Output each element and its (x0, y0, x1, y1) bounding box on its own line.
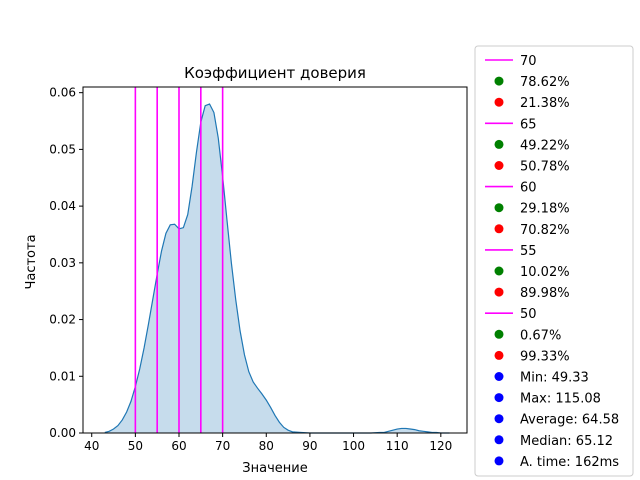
legend-label: A. time: 162ms (520, 455, 619, 470)
chart-title: Коэффициент доверия (184, 64, 366, 82)
legend-dot-marker (494, 456, 504, 466)
legend-dot-marker (494, 393, 504, 403)
x-tick-label: 40 (84, 439, 99, 453)
x-tick-label: 60 (171, 439, 186, 453)
legend-dot-marker (494, 266, 504, 276)
legend-dot-marker (494, 224, 504, 234)
legend-label: 99.33% (520, 349, 570, 364)
legend-dot-marker (494, 414, 504, 424)
y-tick-label: 0.02 (49, 313, 76, 327)
plot-area: 40 50 60 70 80 90 100 110 120 0.00 0.01 0.02 0.03 0.0… (49, 86, 468, 453)
x-tick-label: 120 (429, 439, 452, 453)
legend-dot-marker (494, 372, 504, 381)
x-tick-label: 70 (215, 439, 230, 453)
legend-dot-marker (494, 76, 504, 86)
legend-label: Min: 49.33 (520, 371, 589, 386)
legend-dot-marker (494, 161, 504, 170)
legend-box (474, 45, 634, 477)
y-tick-label: 0.03 (49, 256, 76, 270)
legend-label: 0.67% (520, 328, 561, 343)
y-tick-label: 0.01 (49, 369, 76, 383)
y-tick-label: 0.06 (49, 86, 76, 100)
legend: 70 78.62% 21.38% 65 49.22% 50.78% 60 29.18% 70.8… (474, 45, 634, 477)
x-axis-label: Значение (242, 461, 307, 476)
legend-dot-marker (494, 329, 504, 339)
legend-label: Median: 65.12 (520, 434, 613, 449)
x-tick-label: 50 (128, 439, 143, 453)
plot-frame (82, 86, 468, 434)
legend-label: 10.02% (520, 265, 570, 280)
legend-dot-marker (494, 203, 504, 213)
legend-dot-marker (494, 287, 504, 297)
legend-label: 50 (520, 307, 537, 322)
y-tick-label: 0.04 (49, 199, 76, 213)
legend-label: 49.22% (520, 138, 570, 153)
legend-label: Average: 64.58 (520, 413, 619, 428)
legend-label: 78.62% (520, 75, 570, 90)
legend-dot-marker (494, 435, 504, 445)
legend-label: Max: 115.08 (520, 392, 601, 407)
legend-label: 89.98% (520, 286, 570, 301)
legend-label: 21.38% (520, 96, 570, 111)
y-tick-label: 0.05 (49, 142, 76, 156)
legend-label: 70.82% (520, 223, 570, 238)
legend-label: 50.78% (520, 160, 570, 175)
y-tick-label: 0.00 (49, 426, 76, 440)
x-tick-label: 80 (259, 439, 274, 453)
y-axis-label: Частота (24, 234, 39, 289)
legend-label: 55 (520, 244, 537, 259)
legend-label: 70 (520, 54, 537, 69)
legend-label: 60 (520, 181, 537, 196)
legend-label: 29.18% (520, 202, 570, 217)
legend-label: 65 (520, 117, 537, 132)
legend-dot-marker (494, 139, 504, 149)
x-tick-label: 90 (302, 439, 317, 453)
legend-dot-marker (494, 350, 504, 360)
x-tick-label: 110 (386, 439, 409, 453)
legend-dot-marker (494, 97, 504, 107)
x-tick-label: 100 (342, 439, 365, 453)
density-area (104, 104, 450, 434)
density-line (104, 103, 450, 434)
